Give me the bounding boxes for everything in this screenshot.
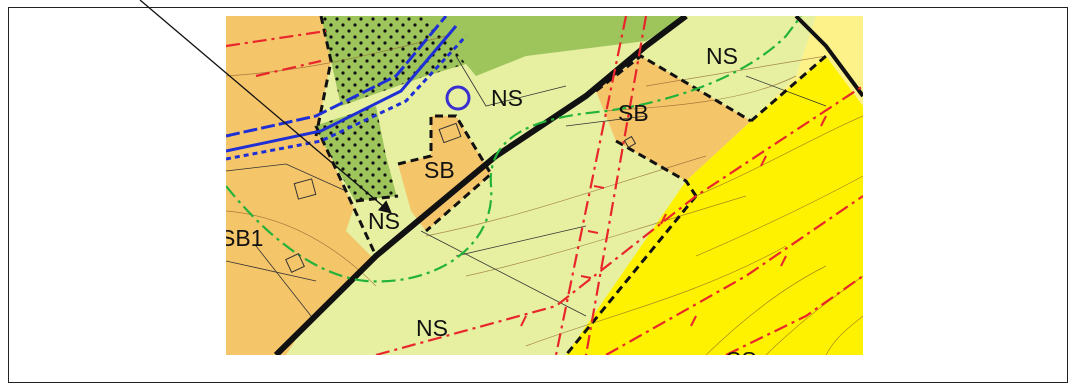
label-sb-center: SB <box>424 157 455 183</box>
label-ns-top-right: NS <box>706 43 738 69</box>
red-tick-marks <box>520 115 827 327</box>
green-dash-dot-line <box>226 16 802 283</box>
light-yellow-band <box>751 16 863 121</box>
sb-zone-right <box>596 56 751 181</box>
label-ns-arrow: NS <box>368 208 400 234</box>
label-sb-right: SB <box>618 100 649 126</box>
right-boundary <box>794 16 863 98</box>
green-zone-strip <box>426 16 686 76</box>
road-boundary <box>273 16 688 355</box>
sb-zone-center <box>398 116 491 231</box>
zoning-map: NS NS SB SB NS SB1 NS SS <box>226 16 863 355</box>
label-ns-center: NS <box>491 85 523 111</box>
label-ns-bottom: NS <box>416 315 448 341</box>
circle-marker-icon <box>445 85 471 111</box>
label-sb1: SB1 <box>226 225 263 251</box>
label-partial-bottom: SS <box>726 347 757 355</box>
